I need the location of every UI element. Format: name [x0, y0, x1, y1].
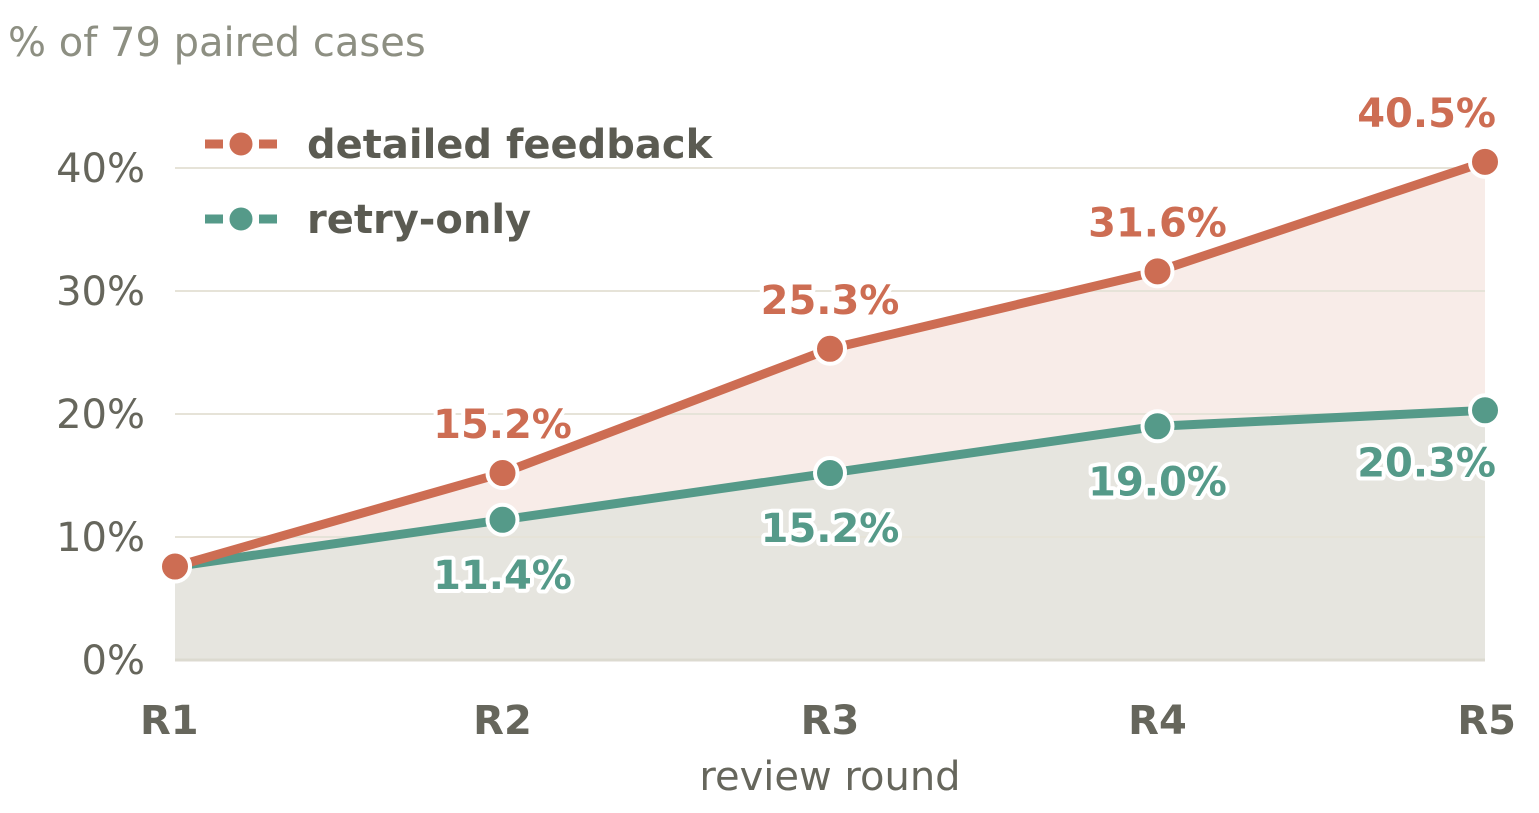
- data-label-detailed-feedback: 31.6%: [1088, 200, 1227, 246]
- legend-swatch-marker: [226, 129, 256, 159]
- x-axis-ticks: R1 R2 R3 R4 R5: [140, 698, 1516, 744]
- y-tick-label: 30%: [56, 269, 145, 315]
- grid-lines: [175, 167, 1485, 662]
- data-labels: 11.4% 15.2% 19.0% 20.3% 15.2% 25.3% 31.6% 40.5%: [429, 87, 1500, 603]
- x-tick-label: R1: [140, 698, 199, 744]
- point-detailed-feedback: [1468, 144, 1502, 179]
- y-axis-ticks: 0% 10% 20% 30% 40%: [56, 146, 145, 684]
- data-label-detailed-feedback: 40.5%: [1357, 91, 1496, 137]
- x-axis-label: review round: [699, 754, 960, 800]
- y-axis-label: % of 79 paired cases: [8, 20, 426, 66]
- x-tick-label: R3: [801, 698, 860, 744]
- x-tick-label: R2: [473, 698, 532, 744]
- point-detailed-feedback: [485, 456, 520, 491]
- data-label-detailed-feedback: 15.2%: [433, 402, 572, 448]
- point-retry-only: [1468, 393, 1502, 428]
- data-label-retry-only: 11.4%: [433, 553, 572, 599]
- x-tick-label: R4: [1128, 698, 1187, 744]
- legend-swatch-marker: [226, 204, 256, 234]
- data-points: [158, 144, 1502, 584]
- point-detailed-feedback: [158, 549, 192, 584]
- y-tick-label: 40%: [56, 146, 145, 192]
- legend-label: detailed feedback: [307, 122, 714, 168]
- y-tick-label: 10%: [56, 515, 145, 561]
- x-tick-label: R5: [1457, 698, 1516, 744]
- y-tick-label: 20%: [56, 392, 145, 438]
- point-retry-only: [485, 502, 520, 537]
- point-detailed-feedback: [813, 331, 847, 366]
- y-tick-label: 0%: [82, 638, 145, 684]
- data-label-retry-only: 19.0%: [1088, 459, 1227, 505]
- data-label-retry-only: 20.3%: [1357, 440, 1496, 486]
- legend-item-retry-only: retry-only: [205, 197, 531, 243]
- point-detailed-feedback: [1140, 254, 1175, 289]
- data-label-retry-only: 15.2%: [761, 506, 900, 552]
- point-retry-only: [1140, 409, 1175, 444]
- data-label-detailed-feedback: 25.3%: [761, 278, 900, 324]
- legend-item-detailed-feedback: detailed feedback: [205, 122, 714, 168]
- legend: detailed feedback retry-only: [205, 122, 714, 243]
- area-retry-only: [175, 410, 1485, 660]
- legend-label: retry-only: [307, 197, 531, 243]
- point-retry-only: [813, 456, 847, 491]
